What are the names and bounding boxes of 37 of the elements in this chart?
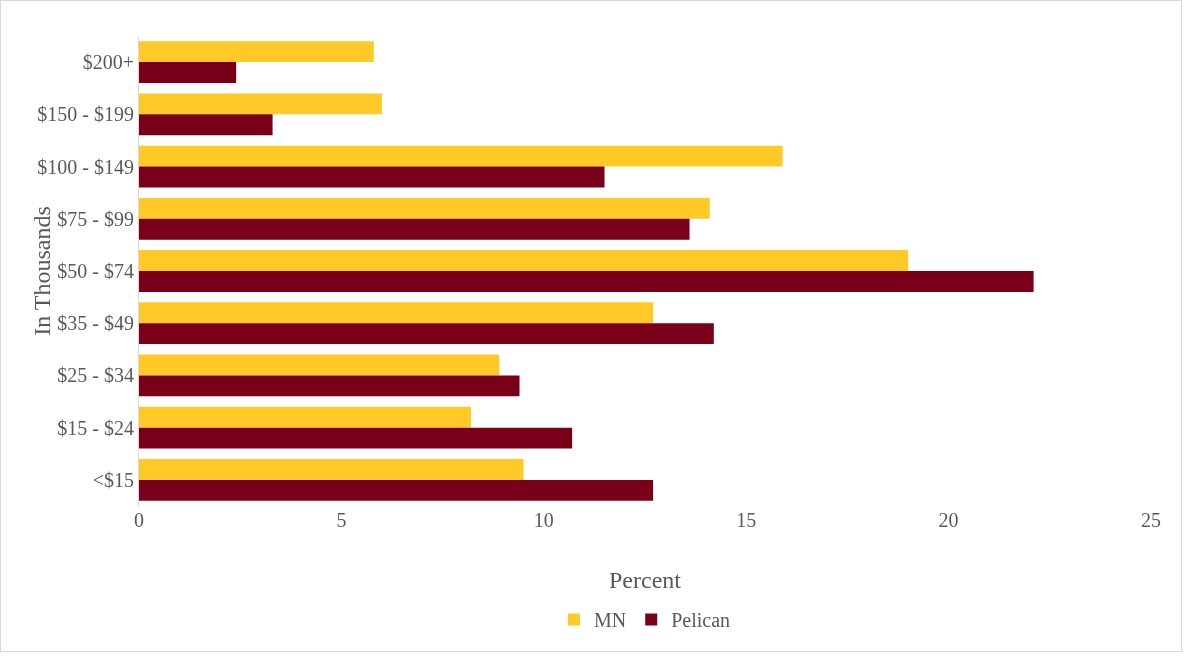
legend-label: Pelican [671,609,731,632]
bar [139,406,471,428]
bar [139,41,374,63]
bar [139,354,500,376]
x-tick-label: 0 [134,509,144,531]
x-tick-label: 10 [533,509,554,531]
bar [139,218,690,240]
bar [139,250,909,271]
y-axis-title: In Thousands [29,206,56,336]
x-axis-title: Percent [609,567,682,593]
y-tick-label: <$15 [92,468,134,491]
y-tick-label: $200+ [82,51,134,74]
y-tick-label: $15 - $24 [57,416,134,439]
legend-label: MN [594,609,627,632]
bar [139,459,524,480]
bar [139,375,520,397]
bar [139,62,237,83]
bar [139,114,273,136]
bar [139,271,1034,292]
y-tick-label: $100 - $149 [37,155,134,178]
y-tick-label: $35 - $49 [57,312,134,335]
x-tick-label: 5 [336,509,347,531]
bar [139,145,783,167]
bar [139,427,573,449]
bar [139,93,382,115]
bar [139,166,605,188]
y-tick-label: $25 - $34 [57,364,134,387]
bar [139,323,714,345]
x-tick-label: 15 [736,509,757,531]
bar [139,197,710,219]
bar [139,479,654,501]
y-tick-label: $150 - $199 [37,103,134,126]
x-tick-label: 25 [1141,509,1161,531]
bar [139,302,654,324]
y-tick-label: $50 - $74 [57,260,134,282]
y-tick-label: $75 - $99 [57,207,134,230]
x-tick-label: 20 [938,509,959,531]
